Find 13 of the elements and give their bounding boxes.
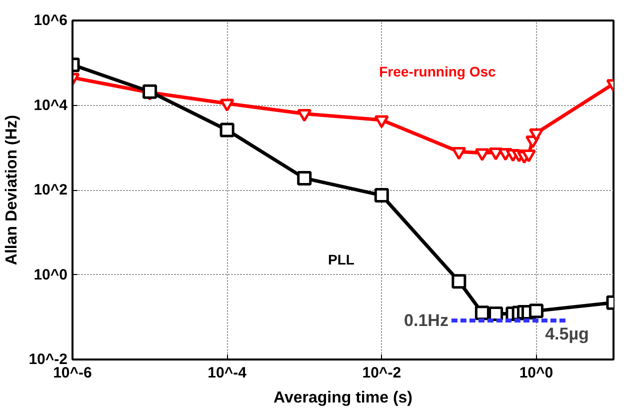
y-axis-title: Allan Deviation (Hz) bbox=[4, 114, 21, 266]
annotation: 4.5µg bbox=[545, 324, 589, 344]
text: Free-running Osc bbox=[379, 64, 496, 80]
y-tick-label: 10^2 bbox=[34, 182, 68, 198]
x-tick-label: 10^0 bbox=[519, 364, 554, 382]
y-tick-label: 10^0 bbox=[34, 266, 68, 284]
y-tick-label: 10^4 bbox=[34, 96, 68, 114]
x-tick-label: 10^-2 bbox=[362, 364, 402, 382]
text: PLL bbox=[328, 251, 355, 268]
annotation: 0.1Hz bbox=[404, 311, 448, 330]
x-axis-title: Averaging time (s) bbox=[274, 390, 413, 406]
x-tick-label: 10^-4 bbox=[208, 364, 248, 382]
y-tick-label: 10^6 bbox=[34, 12, 68, 29]
